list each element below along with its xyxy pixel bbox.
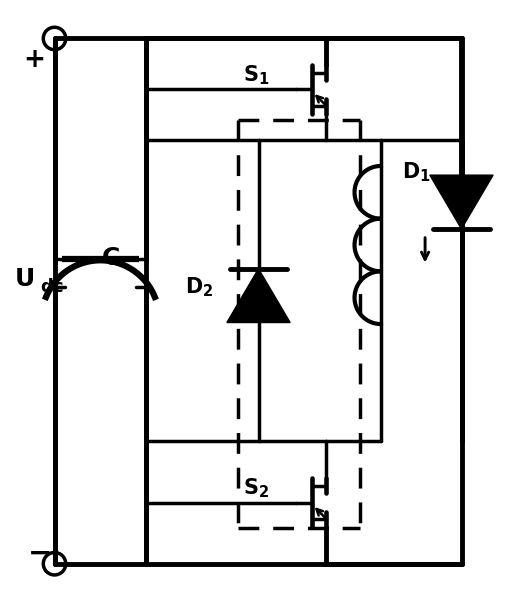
Text: $\mathbf{D_1}$: $\mathbf{D_1}$ [402, 160, 431, 184]
Text: $\mathbf{S_2}$: $\mathbf{S_2}$ [243, 477, 269, 500]
Text: $\mathbf{C}$: $\mathbf{C}$ [101, 246, 120, 271]
Text: $\mathbf{D_2}$: $\mathbf{D_2}$ [185, 275, 213, 299]
Text: $\mathbf{S_1}$: $\mathbf{S_1}$ [243, 64, 270, 88]
Polygon shape [430, 175, 493, 229]
Text: $\mathbf{U}$: $\mathbf{U}$ [14, 267, 34, 291]
Text: −: − [28, 539, 52, 567]
Text: $\mathbf{dc}$: $\mathbf{dc}$ [40, 278, 65, 297]
Text: +: + [23, 47, 45, 73]
Polygon shape [227, 269, 290, 323]
